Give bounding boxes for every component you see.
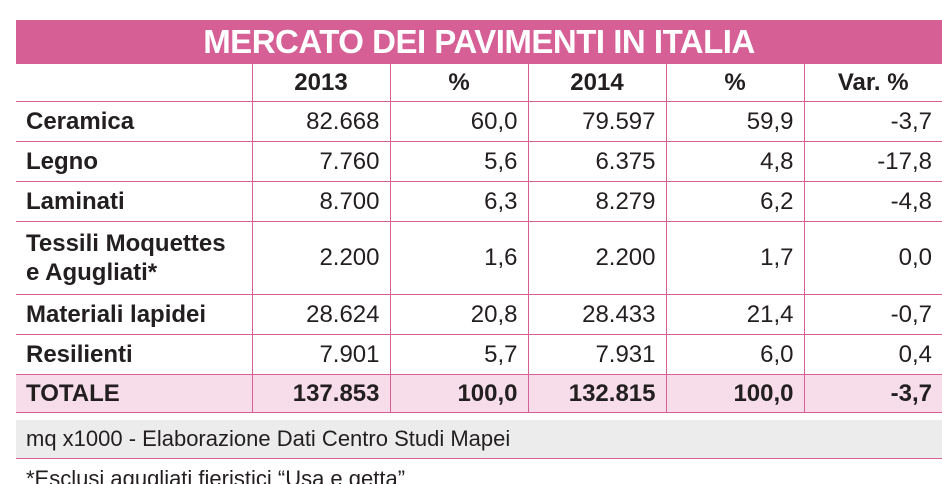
total-2013: 137.853: [252, 374, 391, 413]
total-label: TOTALE: [16, 374, 253, 413]
row-label: Tessili Moquettes e Agugliati*: [16, 221, 253, 295]
cell-var: 0,4: [804, 334, 942, 375]
table-row: Legno 7.760 5,6 6.375 4,8 -17,8: [16, 141, 942, 182]
cell-2014: 79.597: [528, 101, 667, 142]
row-label: Resilienti: [16, 334, 253, 375]
header-cell-var: Var. %: [804, 64, 942, 102]
total-var: -3,7: [804, 374, 942, 413]
cell-pct-2014: 6,2: [666, 181, 805, 222]
cell-pct-2014: 6,0: [666, 334, 805, 375]
header-cell-pct-2014: %: [666, 64, 805, 102]
total-pct-2013: 100,0: [390, 374, 529, 413]
table-row: Ceramica 82.668 60,0 79.597 59,9 -3,7: [16, 101, 942, 142]
cell-pct-2013: 6,3: [390, 181, 529, 222]
cell-2014: 28.433: [528, 294, 667, 335]
header-cell-pct-2013: %: [390, 64, 529, 102]
cell-var: -3,7: [804, 101, 942, 142]
table-row: Tessili Moquettes e Agugliati* 2.200 1,6…: [16, 221, 942, 295]
cell-var: -17,8: [804, 141, 942, 182]
table-row: Resilienti 7.901 5,7 7.931 6,0 0,4: [16, 334, 942, 375]
cell-pct-2014: 21,4: [666, 294, 805, 335]
cell-2014: 8.279: [528, 181, 667, 222]
row-label: Ceramica: [16, 101, 253, 142]
cell-pct-2013: 5,6: [390, 141, 529, 182]
cell-pct-2013: 20,8: [390, 294, 529, 335]
cell-pct-2014: 1,7: [666, 221, 805, 295]
cell-2014: 6.375: [528, 141, 667, 182]
header-cell-2013: 2013: [252, 64, 391, 102]
cell-pct-2013: 1,6: [390, 221, 529, 295]
cell-var: -4,8: [804, 181, 942, 222]
cell-2014: 7.931: [528, 334, 667, 375]
cell-pct-2013: 5,7: [390, 334, 529, 375]
total-2014: 132.815: [528, 374, 667, 413]
cell-pct-2014: 59,9: [666, 101, 805, 142]
header-cell-2014: 2014: [528, 64, 667, 102]
cell-2014: 2.200: [528, 221, 667, 295]
footnote: *Esclusi agugliati fieristici “Usa e get…: [26, 466, 406, 484]
table-title: MERCATO DEI PAVIMENTI IN ITALIA: [16, 20, 942, 64]
row-label: Legno: [16, 141, 253, 182]
cell-var: -0,7: [804, 294, 942, 335]
total-pct-2014: 100,0: [666, 374, 805, 413]
cell-pct-2013: 60,0: [390, 101, 529, 142]
row-label: Laminati: [16, 181, 253, 222]
cell-2013: 82.668: [252, 101, 391, 142]
header-row: 2013 % 2014 % Var. %: [16, 64, 942, 102]
cell-var: 0,0: [804, 221, 942, 295]
data-table: 2013 % 2014 % Var. % Ceramica 82.668 60,…: [16, 64, 942, 413]
total-row: TOTALE 137.853 100,0 132.815 100,0 -3,7: [16, 374, 942, 413]
cell-2013: 28.624: [252, 294, 391, 335]
cell-pct-2014: 4,8: [666, 141, 805, 182]
table-row: Materiali lapidei 28.624 20,8 28.433 21,…: [16, 294, 942, 335]
cell-2013: 7.901: [252, 334, 391, 375]
header-cell-label: [16, 64, 253, 102]
cell-2013: 2.200: [252, 221, 391, 295]
cell-2013: 8.700: [252, 181, 391, 222]
table-row: Laminati 8.700 6,3 8.279 6,2 -4,8: [16, 181, 942, 222]
row-label: Materiali lapidei: [16, 294, 253, 335]
unit-note: mq x1000 - Elaborazione Dati Centro Stud…: [16, 420, 942, 459]
cell-2013: 7.760: [252, 141, 391, 182]
